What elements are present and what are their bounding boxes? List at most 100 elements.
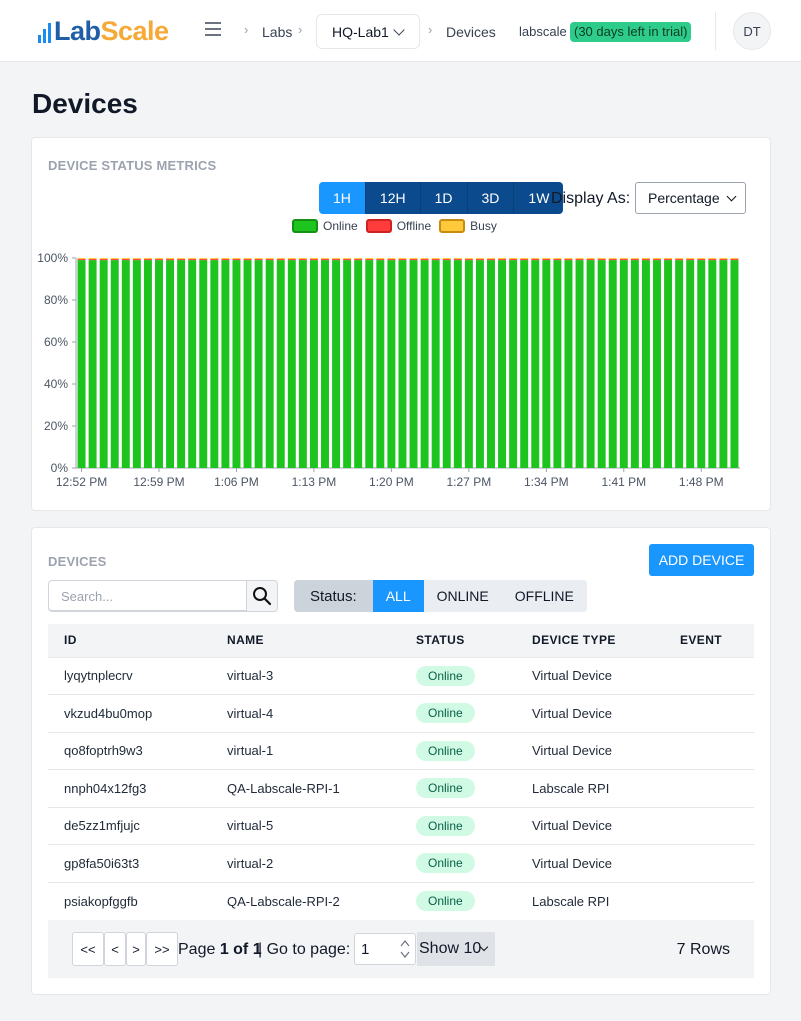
menu-icon[interactable]: [205, 22, 221, 36]
chart-bar-online[interactable]: [155, 260, 163, 468]
chart-bar-busy[interactable]: [431, 258, 440, 260]
display-as-select[interactable]: Percentage: [635, 182, 746, 214]
chart-bar-offline[interactable]: [298, 259, 307, 261]
chart-bar-online[interactable]: [453, 260, 462, 468]
first-page-button[interactable]: <<: [72, 932, 104, 966]
status-all-button[interactable]: ALL: [372, 580, 424, 612]
chart-bar-offline[interactable]: [309, 259, 318, 261]
chart-bar-offline[interactable]: [531, 259, 540, 261]
chart-bar-offline[interactable]: [254, 259, 263, 261]
prev-page-button[interactable]: <: [104, 932, 126, 966]
search-button[interactable]: [246, 580, 278, 612]
chart-bar-busy[interactable]: [110, 258, 119, 260]
table-row[interactable]: qo8foptrh9w3 virtual-1 Online Virtual Devic…: [48, 731, 754, 770]
goto-page-input[interactable]: [354, 933, 416, 965]
chart-bar-busy[interactable]: [155, 258, 163, 260]
stepper-icon[interactable]: [400, 938, 410, 960]
chart-bar-busy[interactable]: [99, 258, 108, 260]
chart-bar-busy[interactable]: [564, 258, 573, 260]
chart-bar-busy[interactable]: [88, 258, 97, 260]
chart-bar-busy[interactable]: [276, 258, 285, 260]
chart-bar-online[interactable]: [210, 260, 219, 468]
chart-bar-offline[interactable]: [420, 259, 429, 261]
chart-bar-offline[interactable]: [287, 259, 296, 261]
chart-bar-offline[interactable]: [564, 259, 573, 261]
chart-bar-busy[interactable]: [653, 258, 661, 260]
chart-bar-busy[interactable]: [520, 258, 529, 260]
chart-bar-online[interactable]: [619, 260, 628, 468]
chart-bar-offline[interactable]: [365, 259, 374, 261]
chart-bar-online[interactable]: [520, 260, 529, 468]
chart-bar-offline[interactable]: [387, 259, 396, 261]
chart-bar-offline[interactable]: [708, 259, 717, 261]
chart-bar-busy[interactable]: [210, 258, 219, 260]
chart-bar-online[interactable]: [475, 260, 484, 468]
chart-bar-offline[interactable]: [498, 259, 507, 261]
chart-bar-offline[interactable]: [155, 259, 163, 261]
chart-bar-online[interactable]: [276, 260, 285, 468]
chart-bar-online[interactable]: [121, 260, 130, 468]
search-input[interactable]: [48, 580, 246, 612]
chart-bar-online[interactable]: [398, 260, 407, 468]
chart-bar-offline[interactable]: [321, 259, 329, 261]
chart-bar-busy[interactable]: [586, 258, 595, 260]
chart-bar-online[interactable]: [641, 260, 650, 468]
legend-busy[interactable]: Busy: [439, 219, 497, 233]
chart-bar-offline[interactable]: [143, 259, 152, 261]
chart-bar-online[interactable]: [464, 260, 473, 468]
chart-bar-online[interactable]: [254, 260, 263, 468]
chart-bar-online[interactable]: [630, 260, 639, 468]
column-name[interactable]: NAME: [211, 624, 400, 657]
chart-bar-busy[interactable]: [121, 258, 130, 260]
chart-bar-online[interactable]: [730, 260, 739, 468]
legend-offline[interactable]: Offline: [365, 219, 431, 233]
chart-bar-busy[interactable]: [420, 258, 429, 260]
chart-bar-offline[interactable]: [88, 259, 97, 261]
chart-bar-online[interactable]: [332, 260, 341, 468]
chart-bar-busy[interactable]: [309, 258, 318, 260]
chart-bar-busy[interactable]: [619, 258, 628, 260]
chart-bar-online[interactable]: [653, 260, 661, 468]
range-3d-button[interactable]: 3D: [467, 182, 515, 214]
chart-bar-offline[interactable]: [597, 259, 606, 261]
chart-bar-online[interactable]: [265, 260, 274, 468]
range-1d-button[interactable]: 1D: [420, 182, 468, 214]
chart-bar-online[interactable]: [531, 260, 540, 468]
column-event[interactable]: EVENT: [664, 624, 754, 657]
chart-bar-busy[interactable]: [243, 258, 252, 260]
chart-bar-busy[interactable]: [575, 258, 584, 260]
chart-bar-offline[interactable]: [520, 259, 529, 261]
chart-bar-online[interactable]: [586, 260, 595, 468]
chart-bar-offline[interactable]: [464, 259, 473, 261]
labscale-logo[interactable]: Lab Scale: [38, 16, 169, 46]
chart-bar-online[interactable]: [354, 260, 363, 468]
chart-bar-offline[interactable]: [453, 259, 462, 261]
chart-bar-busy[interactable]: [719, 258, 728, 260]
chart-bar-online[interactable]: [365, 260, 374, 468]
chart-bar-offline[interactable]: [586, 259, 595, 261]
chart-bar-offline[interactable]: [132, 259, 141, 261]
chart-bar-busy[interactable]: [630, 258, 639, 260]
chart-bar-online[interactable]: [99, 260, 108, 468]
chart-bar-offline[interactable]: [475, 259, 484, 261]
chart-bar-busy[interactable]: [664, 258, 673, 260]
column-id[interactable]: ID: [48, 624, 211, 657]
chart-bar-online[interactable]: [664, 260, 673, 468]
chart-bar-offline[interactable]: [177, 259, 186, 261]
chart-bar-online[interactable]: [597, 260, 606, 468]
chart-bar-offline[interactable]: [553, 259, 562, 261]
chart-bar-online[interactable]: [376, 260, 385, 468]
chart-bar-busy[interactable]: [254, 258, 263, 260]
chart-bar-online[interactable]: [498, 260, 507, 468]
chart-bar-online[interactable]: [542, 260, 551, 468]
chart-bar-busy[interactable]: [730, 258, 739, 260]
chart-bar-busy[interactable]: [232, 258, 241, 260]
table-row[interactable]: nnph04x12fg3 QA-Labscale-RPI-1 Online Labsc…: [48, 769, 754, 807]
chart-bar-offline[interactable]: [542, 259, 551, 261]
chart-bar-busy[interactable]: [199, 258, 208, 260]
chart-bar-busy[interactable]: [343, 258, 352, 260]
chart-bar-offline[interactable]: [697, 259, 706, 261]
chart-bar-busy[interactable]: [265, 258, 274, 260]
chart-bar-busy[interactable]: [376, 258, 385, 260]
chart-bar-offline[interactable]: [343, 259, 352, 261]
